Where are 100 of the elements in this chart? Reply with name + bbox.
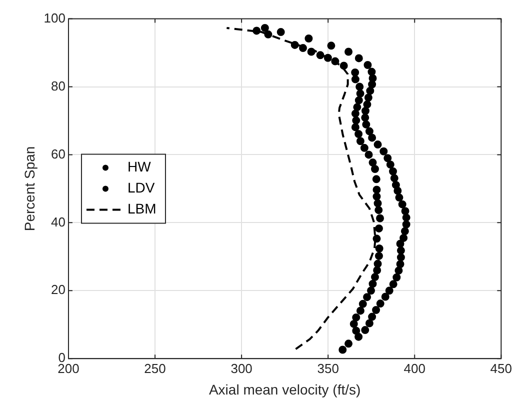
point — [394, 266, 403, 275]
point — [395, 194, 404, 202]
point — [324, 54, 332, 62]
point — [380, 147, 388, 156]
point — [356, 137, 364, 146]
point — [356, 82, 364, 91]
y-axis-title: Percent Span — [21, 146, 38, 232]
point — [396, 253, 405, 262]
point — [368, 280, 377, 288]
point — [374, 140, 382, 149]
point — [373, 266, 382, 274]
x-tick-label: 400 — [404, 360, 426, 376]
point — [374, 199, 382, 208]
point — [386, 160, 394, 169]
legend-label: LBM — [127, 200, 156, 217]
point — [400, 227, 409, 236]
point — [356, 90, 364, 98]
point — [381, 292, 390, 301]
point — [304, 34, 313, 43]
x-tick-label: 300 — [230, 360, 252, 376]
point — [264, 30, 272, 38]
point — [354, 332, 363, 341]
y-tick-label: 80 — [51, 78, 66, 94]
point — [368, 68, 376, 76]
point — [316, 51, 324, 60]
point — [354, 96, 363, 104]
point — [374, 206, 383, 214]
x-axis-title: Axial mean velocity (ft/s) — [208, 381, 361, 398]
point — [361, 106, 370, 115]
point — [368, 74, 377, 82]
point — [366, 86, 374, 95]
point — [360, 144, 368, 152]
point — [375, 244, 384, 253]
point — [358, 300, 367, 308]
y-tick-label: 100 — [44, 10, 66, 26]
x-tick-label: 200 — [58, 360, 80, 376]
legend-label: LDV — [127, 180, 156, 196]
point — [368, 134, 376, 142]
point — [392, 180, 400, 189]
point — [396, 260, 404, 268]
point — [396, 240, 404, 248]
x-tick-label: 250 — [144, 360, 166, 376]
point — [372, 234, 381, 243]
x-tick-label: 350 — [317, 360, 339, 376]
point — [365, 319, 374, 328]
point — [402, 214, 410, 222]
point — [352, 116, 360, 124]
point — [352, 313, 360, 322]
point — [368, 312, 376, 321]
point — [351, 68, 360, 76]
point — [290, 40, 299, 49]
point — [388, 167, 397, 176]
point — [362, 120, 370, 128]
point — [389, 280, 398, 288]
point — [351, 110, 360, 118]
point — [368, 80, 376, 88]
point — [390, 174, 398, 182]
point — [402, 220, 410, 228]
point — [353, 103, 362, 112]
point — [364, 94, 372, 102]
point — [392, 273, 401, 282]
point — [331, 57, 340, 66]
point — [354, 54, 363, 62]
point — [276, 28, 285, 36]
point — [361, 114, 370, 122]
point — [260, 24, 269, 32]
point — [350, 320, 358, 328]
point — [400, 234, 408, 242]
point — [298, 44, 307, 52]
point — [340, 62, 348, 70]
point — [368, 158, 377, 167]
point — [344, 48, 353, 56]
point — [327, 42, 336, 50]
point — [352, 326, 360, 335]
point — [344, 340, 353, 348]
y-tick-label: 60 — [51, 146, 66, 162]
point — [363, 293, 372, 302]
point — [385, 286, 394, 295]
point — [398, 200, 406, 208]
point — [372, 306, 380, 314]
point — [252, 26, 261, 35]
point — [365, 127, 374, 136]
point — [338, 346, 347, 354]
point — [384, 154, 392, 162]
point — [396, 246, 405, 255]
x-tick-label: 450 — [490, 360, 512, 376]
point — [374, 224, 383, 232]
point — [376, 300, 384, 308]
point — [367, 286, 376, 295]
point — [364, 61, 372, 70]
y-tick-label: 20 — [51, 282, 66, 298]
point — [363, 100, 372, 108]
point — [372, 175, 380, 184]
point — [372, 192, 381, 201]
point — [370, 273, 379, 282]
point — [374, 260, 382, 268]
point — [356, 306, 364, 315]
point — [370, 164, 379, 173]
point — [307, 48, 316, 56]
point — [401, 207, 410, 216]
